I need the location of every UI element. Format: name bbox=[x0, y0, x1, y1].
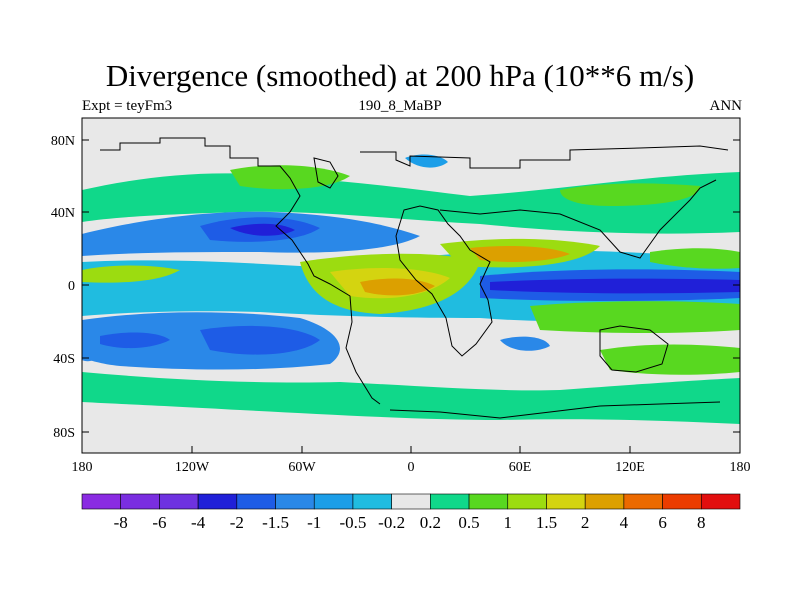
colorbar-swatch bbox=[120, 493, 160, 510]
x-tick-label: 120E bbox=[615, 460, 645, 475]
colorbar-label: 1 bbox=[504, 513, 513, 532]
colorbar-swatch bbox=[584, 493, 625, 510]
colorbar-swatch bbox=[507, 493, 547, 510]
colorbar-label: 1.5 bbox=[536, 513, 557, 532]
colorbar-label: 0.5 bbox=[458, 513, 479, 532]
map-title: Divergence (smoothed) at 200 hPa (10**6 … bbox=[105, 58, 695, 93]
colorbar-swatch bbox=[662, 493, 702, 510]
coastline-americas bbox=[100, 137, 381, 405]
colorbar-label: -0.2 bbox=[378, 513, 405, 532]
axis-ticks bbox=[81, 139, 741, 453]
coastline-greenland bbox=[313, 157, 339, 189]
contour-positive-pacific bbox=[650, 248, 740, 269]
colorbar-label: -2 bbox=[230, 513, 244, 532]
experiment-label: Expt = teyFm3 bbox=[82, 98, 173, 114]
colorbar-swatch bbox=[81, 493, 122, 510]
contour-negative-patch bbox=[500, 336, 550, 351]
y-tick-label: 80S bbox=[53, 426, 75, 441]
coastlines bbox=[100, 137, 729, 419]
colorbar-label: 4 bbox=[620, 513, 629, 532]
contour-positive-asia-max bbox=[470, 246, 570, 262]
colorbar-label: -4 bbox=[191, 513, 206, 532]
coastline-eurasia-north bbox=[360, 145, 729, 169]
colorbar: -8 -6 -4 -2 -1.5 -1 -0.5 -0.2 0.2 0.5 1 1.5 2 4 6 8 bbox=[81, 493, 741, 532]
case-label: 190_8_MaBP bbox=[358, 98, 442, 114]
x-tick-label: 60E bbox=[509, 460, 532, 475]
colorbar-swatch bbox=[430, 493, 470, 510]
y-tick-label: 40N bbox=[51, 206, 75, 221]
colorbar-swatch bbox=[468, 493, 509, 510]
contour-negative-patch bbox=[405, 154, 448, 168]
contour-positive-south-pacific bbox=[530, 301, 740, 333]
contour-positive-band-south bbox=[82, 372, 740, 424]
y-tick-label: 0 bbox=[68, 279, 75, 294]
contour-field bbox=[82, 118, 740, 453]
contour-positive-patch-south bbox=[600, 344, 740, 375]
colorbar-label: -8 bbox=[114, 513, 128, 532]
colorbar-label: 6 bbox=[658, 513, 667, 532]
coastline-antarctica bbox=[389, 401, 721, 419]
x-tick-label: 120W bbox=[175, 460, 210, 475]
colorbar-swatch bbox=[313, 493, 354, 510]
colorbar-swatch bbox=[700, 493, 741, 510]
colorbar-label: 0.2 bbox=[420, 513, 441, 532]
x-tick-label: 0 bbox=[408, 460, 415, 475]
y-tick-label: 80N bbox=[51, 134, 75, 149]
colorbar-swatch bbox=[236, 493, 276, 510]
colorbar-swatch bbox=[159, 493, 199, 510]
y-tick-label: 40S bbox=[53, 352, 75, 367]
contour-negative-south-core bbox=[200, 325, 320, 355]
contour-positive-west bbox=[82, 265, 180, 283]
x-tick-label: 180 bbox=[730, 460, 751, 475]
colorbar-swatch bbox=[623, 493, 663, 510]
x-tick-label: 60W bbox=[288, 460, 316, 475]
contour-positive-patch bbox=[560, 183, 700, 206]
colorbar-label: 8 bbox=[697, 513, 706, 532]
colorbar-swatch bbox=[391, 493, 431, 510]
colorbar-label: -6 bbox=[152, 513, 166, 532]
colorbar-label: -1 bbox=[307, 513, 321, 532]
colorbar-swatch bbox=[275, 493, 315, 510]
colorbar-label: 2 bbox=[581, 513, 590, 532]
coastline-africa bbox=[395, 205, 493, 357]
contour-negative-south-core bbox=[100, 332, 170, 349]
contour-positive-tropics-max bbox=[360, 278, 435, 296]
coastline-australia bbox=[599, 325, 669, 373]
colorbar-label: -1.5 bbox=[262, 513, 289, 532]
colorbar-swatch bbox=[352, 493, 392, 510]
contour-negative-core bbox=[230, 223, 295, 236]
x-tick-label: 180 bbox=[72, 460, 93, 475]
season-label: ANN bbox=[709, 98, 743, 114]
coastline-asia bbox=[439, 179, 717, 259]
contour-negative-indian-core bbox=[490, 278, 740, 294]
colorbar-label: -0.5 bbox=[339, 513, 366, 532]
colorbar-swatch bbox=[546, 493, 586, 510]
colorbar-swatch bbox=[197, 493, 238, 510]
